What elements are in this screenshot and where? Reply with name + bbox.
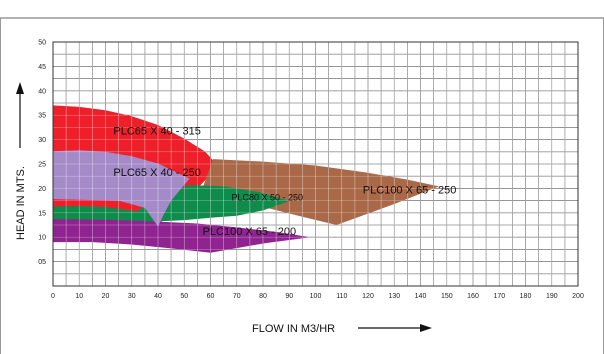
x-tick-label: 0 [51, 293, 55, 300]
y-tick-label: 35 [38, 113, 46, 120]
x-axis-label: FLOW IN M3/HR [252, 323, 335, 335]
region-label: PLC65 X 40 - 315 [113, 126, 200, 138]
y-tick-label: 50 [38, 40, 46, 47]
x-tick-label: 200 [572, 293, 584, 300]
y-tick-label: 20 [38, 186, 46, 193]
x-tick-label: 180 [520, 293, 532, 300]
x-tick-label: 190 [546, 293, 558, 300]
plot-frame [52, 41, 579, 287]
region-labels: PLC65 X 40 - 315 PLC100 X 65 - 250 PLC80 X… [113, 126, 456, 239]
x-tick-label: 100 [310, 293, 322, 300]
x-tick-label: 20 [102, 293, 110, 300]
grid-overlay [52, 41, 579, 287]
y-tick-label: 30 [38, 137, 46, 144]
x-tick-label: 50 [180, 293, 188, 300]
region-label: PLC80 X 50 - 250 [232, 193, 304, 203]
x-axis-arrow-head [420, 324, 432, 332]
y-tick-label: 40 [38, 88, 46, 95]
region-plc100-x-65-200 [53, 219, 311, 253]
y-tick-label: 05 [38, 259, 46, 266]
region-label: PLC65 X 40 - 250 [113, 167, 200, 179]
x-tick-label: 90 [285, 293, 293, 300]
region-label: PLC100 X 65 - 200 [203, 226, 297, 238]
y-axis-arrow-head [16, 82, 24, 94]
x-tick-label: 60 [207, 293, 215, 300]
x-tick-label: 170 [493, 293, 505, 300]
x-tick-label: 150 [441, 293, 453, 300]
y-tick-label: 10 [38, 235, 46, 242]
x-axis-ticks: 0 10 20 30 40 50 60 70 80 90 100 110 120 130 140 150 160… [51, 293, 584, 300]
y-axis-label: HEAD IN MTS. [15, 166, 27, 240]
x-tick-label: 70 [233, 293, 241, 300]
region-label: PLC100 X 65 - 250 [363, 184, 457, 196]
y-axis-ticks: 05 10 15 20 25 30 35 40 45 50 [38, 40, 46, 267]
y-tick-label: 15 [38, 210, 46, 217]
x-tick-label: 40 [154, 293, 162, 300]
region-plc100-x-65-250 [197, 159, 439, 225]
x-tick-label: 10 [75, 293, 83, 300]
y-tick-label: 25 [38, 162, 46, 169]
x-tick-label: 160 [467, 293, 479, 300]
x-tick-label: 30 [128, 293, 136, 300]
y-tick-label: 45 [38, 64, 46, 71]
x-tick-label: 130 [388, 293, 400, 300]
x-tick-label: 120 [362, 293, 374, 300]
x-tick-label: 110 [336, 293, 347, 300]
x-tick-label: 80 [259, 293, 267, 300]
region-plc65-x-40-250 [53, 150, 190, 227]
x-tick-label: 140 [415, 293, 427, 300]
